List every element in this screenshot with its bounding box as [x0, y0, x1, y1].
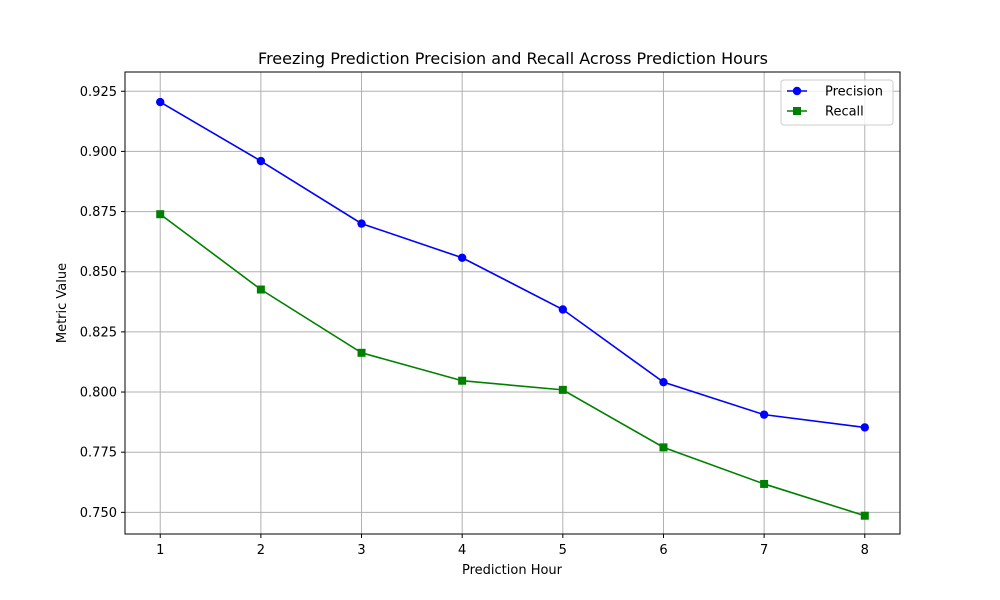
y-axis-label: Metric Value [55, 263, 70, 343]
axis-ticks: 1 2 3 4 5 6 7 8 0.750 0.775 0.800 0.825 0.850 0.875 0.… [80, 85, 869, 558]
data-point-precision [558, 305, 568, 314]
legend-entry-recall: Recall [787, 105, 864, 120]
data-point-recall [256, 285, 265, 294]
data-point-recall [760, 479, 769, 488]
x-tick-label: 5 [559, 543, 567, 558]
x-tick-label: 8 [861, 543, 869, 558]
chart-title: Freezing Prediction Precision and Recall… [258, 49, 768, 68]
data-point-precision [860, 423, 869, 432]
legend-box [780, 79, 894, 126]
series-recall [156, 210, 869, 520]
data-point-precision [156, 97, 165, 107]
legend-label: Recall [825, 105, 864, 120]
x-tick-label: 6 [659, 543, 667, 558]
data-point-precision [457, 253, 467, 262]
y-tick-label: 0.875 [80, 205, 117, 220]
data-point-recall [357, 348, 366, 357]
y-tick-label: 0.775 [80, 446, 117, 461]
plot-area-frame [124, 71, 901, 535]
y-tick-label: 0.925 [80, 85, 117, 100]
x-tick-label: 4 [458, 543, 466, 558]
data-point-precision [256, 156, 266, 166]
x-tick-label: 2 [257, 543, 265, 558]
series-layer [156, 97, 869, 520]
data-point-recall [558, 385, 567, 394]
y-tick-label: 0.800 [80, 386, 117, 401]
series-line-recall [159, 213, 866, 517]
y-tick-label: 0.750 [80, 506, 117, 521]
data-point-recall [659, 443, 668, 452]
data-point-recall [860, 511, 869, 520]
data-point-precision [357, 219, 366, 228]
legend-marker-square [793, 107, 801, 115]
y-tick-label: 0.850 [80, 265, 117, 280]
x-tick-label: 7 [760, 543, 768, 558]
data-point-precision [659, 377, 668, 387]
y-tick-label: 0.825 [80, 325, 117, 340]
legend-marker-circle [792, 86, 802, 96]
data-point-recall [458, 376, 467, 385]
series-line-precision [159, 101, 865, 429]
y-tick-label: 0.900 [80, 145, 117, 160]
series-precision [156, 97, 869, 432]
legend-label: Precision [825, 85, 883, 100]
x-tick-label: 3 [357, 543, 365, 558]
legend: Precision Recall [780, 79, 894, 126]
x-tick-label: 1 [156, 543, 164, 558]
grid [125, 72, 900, 534]
data-point-precision [759, 410, 769, 419]
legend-entry-precision: Precision [787, 85, 883, 100]
data-point-recall [156, 210, 165, 219]
x-axis-label: Prediction Hour [462, 563, 563, 578]
